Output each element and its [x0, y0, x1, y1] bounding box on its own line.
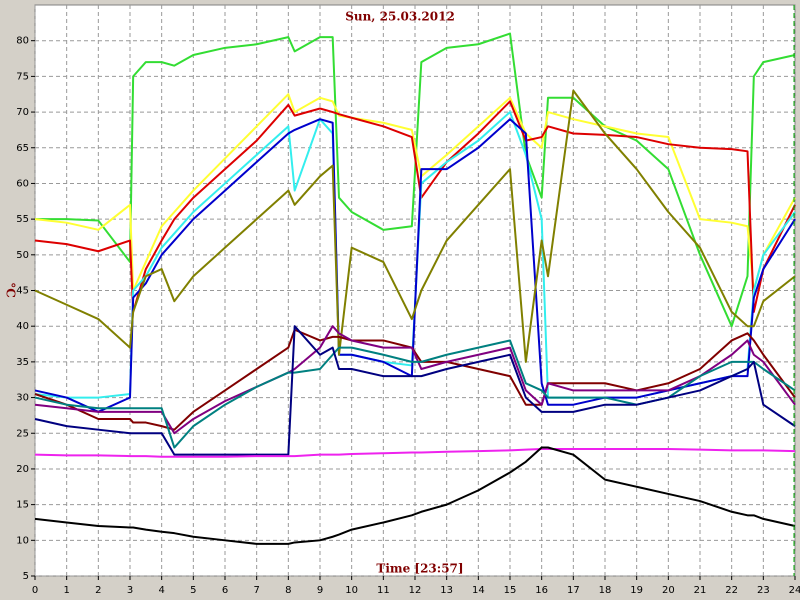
series-line [34, 446, 796, 545]
y-tick-label: 45 [16, 286, 29, 297]
series-line [34, 328, 796, 431]
series-line [34, 100, 796, 313]
x-tick-label: 3 [127, 585, 133, 596]
x-tick-label: 17 [567, 585, 580, 596]
y-tick-label: 25 [16, 428, 29, 439]
series-line [34, 325, 796, 456]
x-tick-label: 19 [630, 585, 643, 596]
x-tick-label: 24 [789, 585, 800, 596]
y-axis-label: °C [4, 282, 18, 298]
y-tick-label: 30 [16, 393, 29, 404]
x-tick-label: 2 [95, 585, 101, 596]
x-tick-label: 13 [440, 585, 453, 596]
y-tick-label: 65 [16, 143, 29, 154]
x-tick-label: 12 [409, 585, 422, 596]
x-tick-label: 1 [63, 585, 69, 596]
y-tick-label: 50 [16, 250, 29, 261]
y-tick-label: 35 [16, 357, 29, 368]
y-tick-label: 5 [23, 571, 29, 582]
x-tick-label: 21 [694, 585, 707, 596]
y-tick-label: 75 [16, 71, 29, 82]
series-line [34, 89, 796, 363]
y-tick-label: 10 [16, 535, 29, 546]
x-tick-label: 11 [377, 585, 390, 596]
x-tick-label: 6 [222, 585, 228, 596]
x-tick-label: 14 [472, 585, 485, 596]
x-tick-label: 7 [253, 585, 259, 596]
y-tick-label: 60 [16, 178, 29, 189]
series-line [34, 339, 796, 449]
x-tick-label: 23 [757, 585, 770, 596]
x-tick-label: 9 [317, 585, 323, 596]
x-tick-label: 8 [285, 585, 291, 596]
series-line [34, 325, 796, 435]
y-tick-label: 15 [16, 500, 29, 511]
series-line [34, 447, 796, 458]
x-tick-label: 15 [504, 585, 517, 596]
x-tick-label: 20 [662, 585, 675, 596]
x-tick-label: 5 [190, 585, 196, 596]
x-axis-label: Time [23:57] [376, 562, 463, 576]
y-tick-label: 55 [16, 214, 29, 225]
series-line [34, 93, 796, 292]
y-tick-label: 20 [16, 464, 29, 475]
lines [34, 32, 796, 545]
y-tick-label: 40 [16, 321, 29, 332]
x-tick-label: 10 [345, 585, 358, 596]
y-tick-label: 70 [16, 107, 29, 118]
x-tick-label: 16 [535, 585, 548, 596]
x-tick-label: 4 [158, 585, 164, 596]
x-tick-label: 22 [725, 585, 738, 596]
x-tick-label: 0 [32, 585, 38, 596]
x-tick-label: 18 [599, 585, 612, 596]
y-tick-label: 80 [16, 36, 29, 47]
series-line [34, 118, 796, 413]
chart-title: Sun, 25.03.2012 [345, 10, 455, 24]
series-line [35, 32, 796, 328]
